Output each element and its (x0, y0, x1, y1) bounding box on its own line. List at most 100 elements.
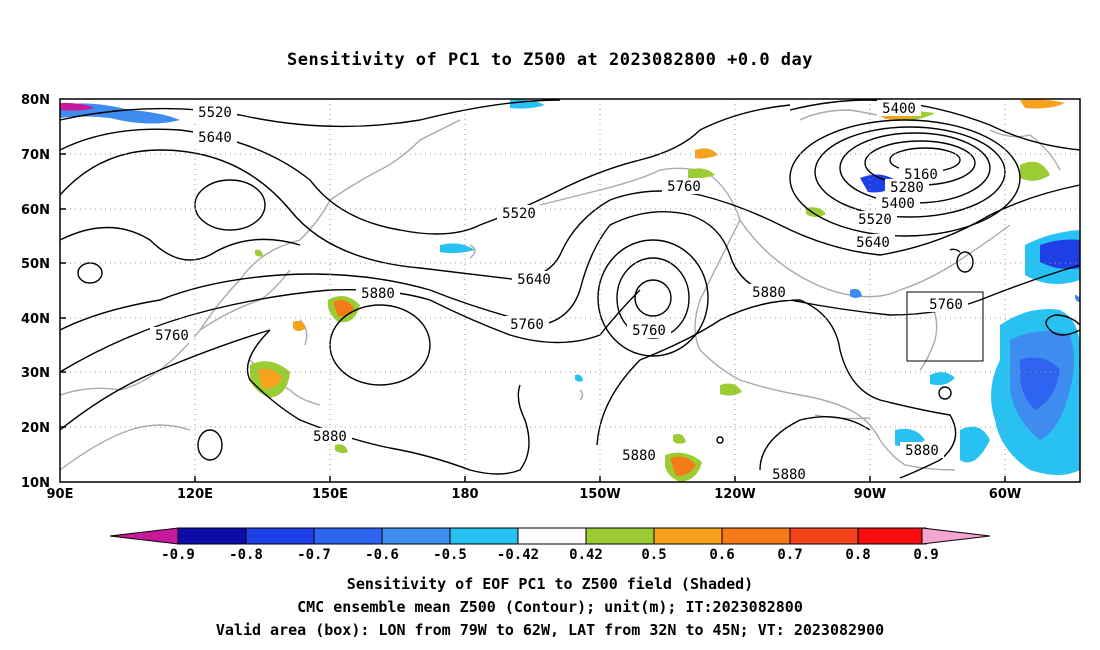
longitude-labels: 90E 120E 150E 180 150W 120W 90W 60W (47, 487, 1022, 502)
lat-label: 20N (21, 421, 50, 436)
colorbar-cells (177, 527, 927, 545)
contour-label-text: 5880 (772, 467, 806, 483)
contour-label: 5400 (877, 100, 921, 117)
contour-label-text: 5880 (361, 286, 395, 302)
contour-label: 5880 (617, 447, 661, 464)
colorbar-cell (585, 527, 655, 545)
contour-label: 5880 (356, 285, 400, 302)
contour-label-text: 5520 (198, 105, 232, 121)
contour-label-text: 5760 (929, 297, 963, 313)
colorbar-tick-labels: -0.9 -0.8 -0.7 -0.6 -0.5 -0.42 0.42 0.5 0.6 0.7 0.… (161, 547, 939, 563)
contour-label: 5880 (900, 442, 944, 459)
lon-label: 90E (47, 487, 74, 502)
lon-label: 180 (451, 487, 478, 502)
colorbar-tick-label: -0.9 (161, 547, 195, 563)
contour-label: 5880 (747, 284, 791, 301)
sensitivity-shading (60, 99, 1080, 482)
contour-label: 5760 (924, 296, 968, 313)
contour-label-text: 5880 (313, 429, 347, 445)
colorbar-low-triangle (109, 527, 179, 545)
contour-label: 5400 (876, 195, 920, 212)
lat-label: 40N (21, 312, 50, 327)
colorbar-cell (313, 527, 383, 545)
contour-label: 5760 (627, 322, 671, 339)
closed-contours (77, 99, 1081, 461)
lat-label: 60N (21, 203, 50, 218)
colorbar-cell (721, 527, 791, 545)
contour-label-text: 5520 (502, 206, 536, 222)
contour-label-group: 5520 5640 5520 5760 5400 5160 5280 5400 … (150, 100, 968, 483)
contour-label-text: 5640 (517, 272, 551, 288)
colorbar-high-triangle (921, 527, 991, 545)
colorbar-tick-label: -0.42 (497, 547, 539, 563)
map-title: Sensitivity of PC1 to Z500 at 2023082800… (286, 50, 813, 70)
lon-label: 120E (177, 487, 213, 502)
contour-label: 5520 (497, 205, 541, 222)
colorbar-cell (177, 527, 247, 545)
colorbar-tick-label: 0.6 (709, 547, 734, 563)
colorbar-cell (653, 527, 723, 545)
contour-label-text: 5280 (890, 180, 924, 196)
axis-ticks (60, 153, 1006, 482)
colorbar-tick-label: 0.42 (569, 547, 603, 563)
lat-label: 70N (21, 148, 50, 163)
colorbar-tick-label: 0.8 (845, 547, 870, 563)
lat-label: 30N (21, 366, 50, 381)
contour-label: 5760 (505, 316, 549, 333)
contour-label: 5640 (512, 271, 556, 288)
colorbar-tick-label: 0.5 (641, 547, 666, 563)
colorbar-tick-label: -0.7 (297, 547, 331, 563)
colorbar-tick-label: -0.5 (433, 547, 467, 563)
lat-label: 10N (21, 476, 50, 491)
contour-label-text: 5760 (667, 179, 701, 195)
colorbar-tick-label: -0.8 (229, 547, 263, 563)
colorbar-cell (857, 527, 927, 545)
contour-label: 5760 (662, 178, 706, 195)
contour-label-text: 5880 (752, 285, 786, 301)
contour-label: 5880 (767, 466, 811, 483)
contour-label-text: 5400 (881, 196, 915, 212)
colorbar-tick-label: 0.9 (913, 547, 938, 563)
contour-label-text: 5880 (622, 448, 656, 464)
colorbar-cell (381, 527, 451, 545)
caption-line-2: CMC ensemble mean Z500 (Contour); unit(m… (297, 598, 803, 616)
z500-contours (59, 99, 1081, 479)
contour-label-text: 5400 (882, 101, 916, 117)
contour-label: 5640 (851, 234, 895, 251)
contour-label: 5520 (853, 211, 897, 228)
colorbar-tick-label: 0.7 (777, 547, 802, 563)
lat-label: 50N (21, 257, 50, 272)
contour-label-text: 5640 (856, 235, 890, 251)
contour-label: 5880 (308, 428, 352, 445)
contour-label-text: 5760 (510, 317, 544, 333)
latitude-labels: 80N 70N 60N 50N 40N 30N 20N 10N (21, 93, 50, 491)
valid-area-box (906, 291, 984, 362)
colorbar-cell (449, 527, 519, 545)
contour-label-text: 5640 (198, 130, 232, 146)
map-frame (59, 98, 1081, 483)
colorbar-tick-label: -0.6 (365, 547, 399, 563)
contour-label-text: 5760 (632, 323, 666, 339)
lon-label: 120W (714, 487, 755, 502)
contour-label-text: 5520 (858, 212, 892, 228)
caption-line-1: Sensitivity of EOF PC1 to Z500 field (Sh… (346, 575, 754, 593)
contour-label: 5640 (193, 129, 237, 146)
colorbar-cell (789, 527, 859, 545)
contour-label-text: 5880 (905, 443, 939, 459)
colorbar-cell (245, 527, 315, 545)
caption-line-3: Valid area (box): LON from 79W to 62W, L… (215, 621, 885, 639)
contour-label: 5520 (193, 104, 237, 121)
graticule (60, 99, 1080, 482)
lon-label: 150E (312, 487, 348, 502)
lon-label: 60W (989, 487, 1021, 502)
lon-label: 150W (579, 487, 620, 502)
contour-label: 5280 (885, 179, 929, 196)
contour-label-text: 5760 (155, 328, 189, 344)
coastlines (59, 109, 1061, 471)
lon-label: 90W (854, 487, 886, 502)
colorbar-cell (517, 527, 587, 545)
lat-label: 80N (21, 93, 50, 108)
colorbar: -0.9 -0.8 -0.7 -0.6 -0.5 -0.42 0.42 0.5 0.6 0.7 0.… (109, 527, 991, 563)
contour-label: 5760 (150, 327, 194, 344)
